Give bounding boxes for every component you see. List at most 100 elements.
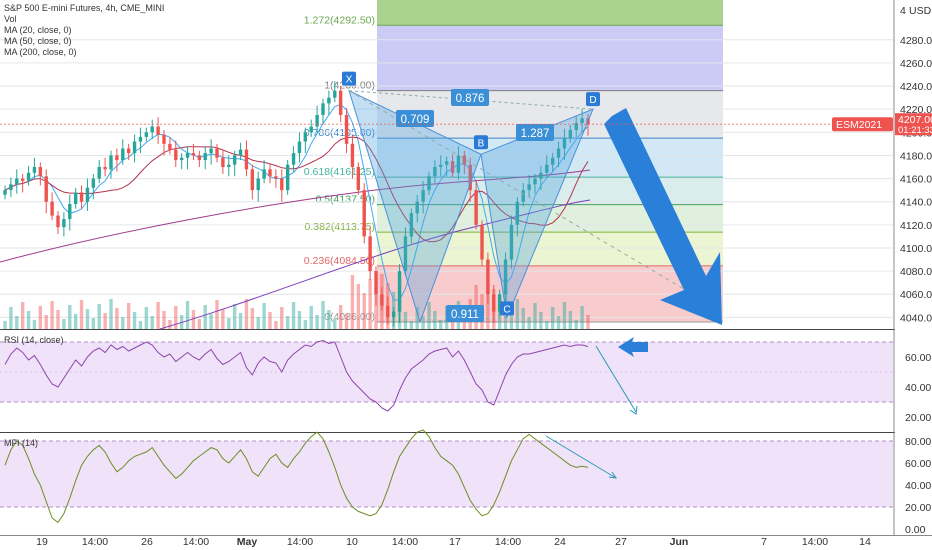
- candle-body: [62, 219, 66, 228]
- volume-bar: [550, 307, 555, 329]
- fib-level-label: 1.272(4292.50): [304, 14, 375, 26]
- mfi-tick-label: 0.00: [905, 524, 926, 536]
- volume-bar: [132, 312, 137, 329]
- candle-body: [421, 190, 425, 202]
- candle-body: [550, 157, 555, 165]
- rsi-pane-label[interactable]: RSI (14, close): [4, 335, 64, 345]
- volume-bar: [439, 320, 443, 329]
- ratio-label: 0.709: [401, 114, 430, 126]
- ma50-line: [4, 136, 589, 243]
- candle-body: [50, 201, 54, 216]
- fib-level-label: 0.236(4084.50): [304, 255, 375, 267]
- mfi-band: [0, 441, 893, 507]
- time-tick-label: 14:00: [287, 536, 313, 548]
- mfi-line: [4, 429, 589, 524]
- rsi-tick-label: 40.00: [905, 382, 931, 394]
- ratio-label: 0.876: [456, 93, 485, 105]
- volume-bar: [79, 300, 84, 329]
- candle-body: [144, 132, 149, 137]
- time-tick-label: 14:00: [183, 536, 209, 548]
- candle-body: [362, 190, 366, 237]
- time-tick-label: 7: [761, 536, 767, 548]
- candle-body: [474, 190, 478, 225]
- candle-body: [350, 143, 355, 167]
- vol-label[interactable]: Vol: [4, 14, 17, 24]
- candle-body: [521, 190, 525, 202]
- volume-bar: [344, 314, 349, 329]
- volume-bar: [91, 318, 96, 329]
- candle-body: [303, 132, 308, 142]
- volume-bar: [174, 306, 178, 329]
- volume-bar: [297, 311, 302, 329]
- candle-body: [250, 169, 255, 191]
- volume-bar: [356, 284, 361, 329]
- price-tick-label: 4080.00: [900, 266, 932, 278]
- volume-bar: [20, 302, 25, 329]
- symbol-title[interactable]: S&P 500 E-mini Futures, 4h, CME_MINI: [4, 3, 165, 13]
- volume-bar: [368, 279, 372, 329]
- price-tick-label: 4280.00: [900, 35, 932, 47]
- volume-bar: [9, 307, 13, 329]
- candle-body: [221, 157, 225, 167]
- ma50-label[interactable]: MA (50, close, 0): [4, 36, 72, 46]
- time-tick-label: 14:00: [392, 536, 418, 548]
- ma20-line: [4, 103, 589, 301]
- rsi-trend-line: [595, 345, 637, 413]
- candle-body: [179, 157, 184, 161]
- candle-body: [562, 138, 567, 149]
- candle-body: [162, 134, 166, 144]
- candle-body: [203, 153, 207, 161]
- candle-body: [209, 148, 213, 154]
- mfi-pane-label[interactable]: MFI (14): [4, 438, 39, 448]
- volume-bar: [168, 320, 172, 329]
- candle-body: [268, 169, 272, 177]
- rsi-arrowhead-icon: [629, 405, 638, 415]
- volume-bar: [144, 307, 149, 329]
- rsi-line: [4, 339, 589, 412]
- ma200-label[interactable]: MA (200, close, 0): [4, 47, 77, 57]
- price-tick-label: 4100.00: [900, 243, 932, 255]
- volume-bar: [109, 299, 113, 329]
- candle-body: [138, 136, 143, 142]
- candle-body: [450, 161, 455, 173]
- candle-body: [415, 201, 419, 214]
- time-tick-label: May: [237, 536, 258, 548]
- volume-bar: [568, 311, 573, 329]
- harmonic-point-marker: [500, 301, 514, 316]
- candle-body: [439, 164, 443, 167]
- volume-bar: [244, 299, 249, 329]
- candle-body: [462, 155, 467, 165]
- volume-bar: [185, 301, 190, 329]
- volume-bar: [562, 302, 567, 329]
- time-tick-label: 10: [346, 536, 358, 548]
- fib-level-label: 0.786(4195.00): [304, 127, 375, 139]
- volume-bar: [68, 305, 72, 329]
- volume-bar: [209, 314, 213, 329]
- price-tick-label: 4140.00: [900, 197, 932, 209]
- candle-body: [274, 176, 278, 179]
- volume-bar: [138, 321, 143, 329]
- mfi-arrowhead-icon: [608, 471, 618, 479]
- harmonic-point-label: D: [589, 95, 596, 106]
- candle-body: [327, 97, 331, 104]
- volume-bar: [121, 317, 125, 329]
- candle-body: [380, 294, 384, 306]
- candle-body: [356, 167, 361, 191]
- candle-body: [191, 153, 196, 156]
- ma20-label[interactable]: MA (20, close, 0): [4, 25, 72, 35]
- time-tick-label: 17: [449, 536, 461, 548]
- chart-legend[interactable]: S&P 500 E-mini Futures, 4h, CME_MINI Vol…: [4, 3, 164, 58]
- candle-body: [15, 178, 19, 185]
- volume-bar: [38, 306, 43, 329]
- candle-body: [497, 294, 502, 312]
- time-tick-label: 14: [859, 536, 871, 548]
- price-tick-label: 4220.00: [900, 104, 932, 116]
- volume-bar: [221, 309, 225, 329]
- candle-body: [533, 178, 537, 185]
- fib-zone: [377, 0, 723, 26]
- volume-bar: [521, 308, 525, 329]
- volume-bar: [191, 310, 196, 329]
- candle-body: [215, 148, 219, 158]
